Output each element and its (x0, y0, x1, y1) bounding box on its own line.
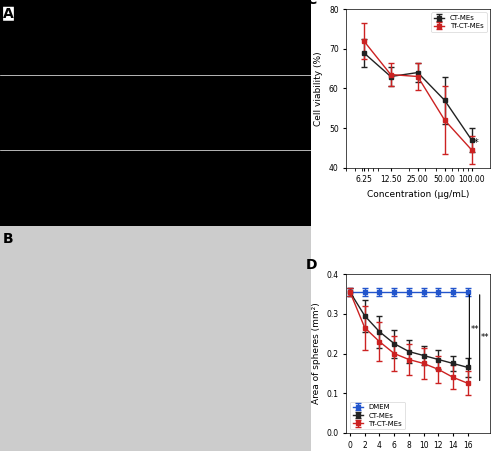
Text: C: C (306, 0, 316, 7)
Text: B: B (3, 232, 13, 246)
Y-axis label: Cell viability (%): Cell viability (%) (314, 51, 324, 126)
Text: D: D (306, 258, 318, 272)
Legend: CT-MEs, Tf-CT-MEs: CT-MEs, Tf-CT-MEs (431, 13, 486, 32)
Legend: DMEM, CT-MEs, Tf-CT-MEs: DMEM, CT-MEs, Tf-CT-MEs (350, 401, 405, 429)
X-axis label: Concentration (μg/mL): Concentration (μg/mL) (367, 190, 470, 199)
Text: A: A (3, 7, 14, 21)
Y-axis label: Area of spheres (mm²): Area of spheres (mm²) (312, 303, 321, 405)
Text: *: * (474, 138, 478, 148)
Text: **: ** (481, 333, 490, 342)
Text: **: ** (470, 325, 479, 334)
